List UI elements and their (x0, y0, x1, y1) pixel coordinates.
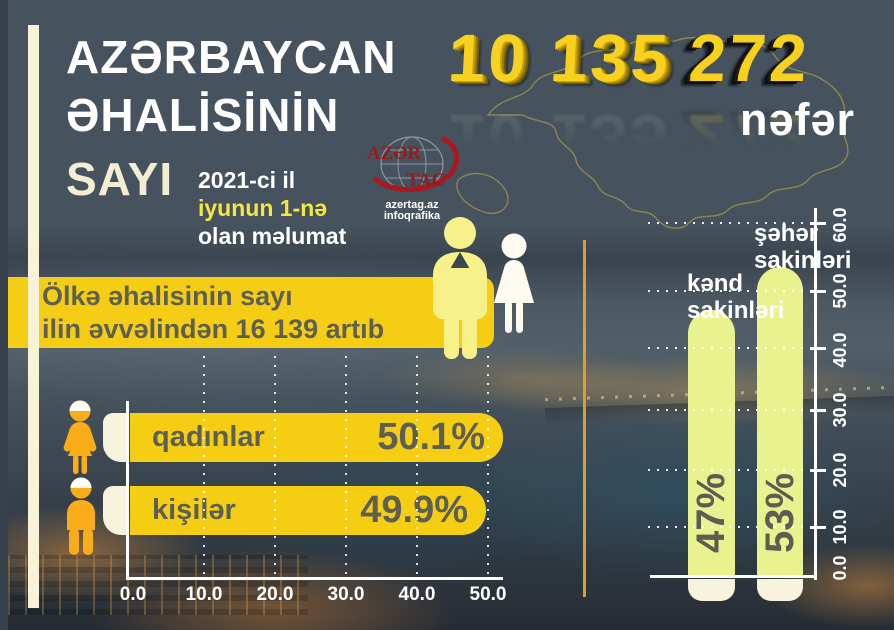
azerbaijan-map-outline-icon (456, 37, 849, 229)
y-tick-label: 40.0 (829, 332, 850, 368)
axis-tick (810, 469, 826, 472)
bar-qadinlar: qadınlar 50.1% (130, 413, 503, 462)
axis-tick (810, 526, 826, 529)
growth-banner-line-1: Ölkə əhalisinin sayı (42, 280, 293, 311)
logo-caption: infoqrafika (383, 210, 441, 222)
bar-value-label: 50.1% (377, 416, 485, 458)
x-tick-label: 20.0 (256, 584, 294, 605)
x-tick-label: 30.0 (327, 584, 365, 605)
bar-seher (757, 267, 803, 575)
page-title-line-3: SAYI (66, 153, 174, 205)
logo-swoosh (372, 135, 459, 192)
settlement-y-axis-line (814, 208, 817, 580)
bar-category-label: qadınlar (152, 421, 265, 453)
axis-tick (810, 222, 826, 225)
x-tick-label: 10.0 (185, 584, 223, 605)
grid-line (648, 222, 816, 224)
logo-word-top: AZƏR (367, 143, 421, 164)
bar-base-cap (688, 579, 735, 601)
yellow-divider-line (583, 240, 586, 597)
woman-figure (494, 233, 534, 333)
bar-base-cap (757, 579, 803, 601)
bar-category-label: şəhər sakinləri (754, 220, 852, 274)
bar-value-label: 47% (688, 472, 733, 554)
bar-base-cap (103, 413, 129, 462)
city-lights (8, 555, 308, 615)
female-icon (63, 400, 97, 474)
azertac-logo: AZƏR TAC azertag.az infoqrafika (358, 134, 466, 223)
page-title: AZƏRBAYCAN ƏHALİSİNİN SAYI (66, 28, 397, 208)
settlement-x-axis-line (650, 575, 817, 578)
bar-category-label: kənd sakinləri (687, 270, 785, 324)
gender-y-axis-line (126, 401, 129, 580)
population-total-last: 272 (686, 21, 812, 96)
bar-value-label: 53% (757, 472, 802, 554)
report-date-line-1: 2021-ci il (198, 167, 296, 193)
x-tick-label: 40.0 (398, 584, 436, 605)
bar-kisiler: kişilər 49.9% (130, 486, 486, 535)
page-title-line-2: ƏHALİSİNİN (66, 89, 340, 141)
population-total-main: 10 135 (446, 21, 673, 96)
report-date-line-2: iyunun 1-nə (198, 195, 328, 221)
man-figure (433, 217, 487, 359)
axis-tick (810, 290, 826, 293)
grid-line (648, 347, 816, 349)
left-edge-strip (0, 0, 8, 630)
grid-line (648, 290, 816, 292)
grid-line (416, 356, 418, 578)
population-total: 10 135 272 (446, 20, 812, 97)
y-tick-label: 50.0 (829, 273, 850, 309)
gender-x-axis-line (126, 577, 503, 580)
y-tick-label: 20.0 (829, 452, 850, 488)
bar-value-label: 49.9% (360, 489, 468, 531)
grid-line (648, 409, 816, 411)
grid-line (648, 469, 816, 471)
vertical-accent-bar (28, 25, 39, 608)
bar-category-label: kişilər (152, 494, 236, 526)
globe-icon: AZƏR TAC (367, 135, 459, 192)
population-unit: nəfər (740, 94, 856, 145)
grid-line (274, 356, 276, 578)
male-icon (67, 477, 95, 555)
growth-banner-line-2: ilin əvvəlindən 16 139 artıb (42, 313, 385, 344)
y-tick-label: 0.0 (829, 555, 850, 581)
y-tick-label: 10.0 (829, 509, 850, 545)
bar-base-cap (103, 486, 129, 535)
report-date-line-3: olan məlumat (198, 223, 347, 249)
grid-line (345, 356, 347, 578)
family-couple-icon (433, 217, 534, 359)
logo-site: azertag.az (385, 199, 439, 211)
report-date: 2021-ci il iyunun 1-nə olan məlumat (198, 166, 346, 250)
bar-kend (688, 310, 735, 575)
y-tick-label: 30.0 (829, 392, 850, 428)
grid-line (487, 356, 489, 578)
grid-line (203, 356, 205, 578)
page-title-line-1: AZƏRBAYCAN (66, 31, 397, 83)
logo-word-bottom: TAC (407, 170, 446, 191)
grid-line (648, 526, 816, 528)
x-tick-label: 0.0 (119, 584, 147, 605)
x-tick-label: 50.0 (469, 584, 507, 605)
axis-tick (810, 347, 826, 350)
growth-banner: Ölkə əhalisinin sayı ilin əvvəlindən 16 … (8, 277, 494, 348)
axis-tick (810, 409, 826, 412)
